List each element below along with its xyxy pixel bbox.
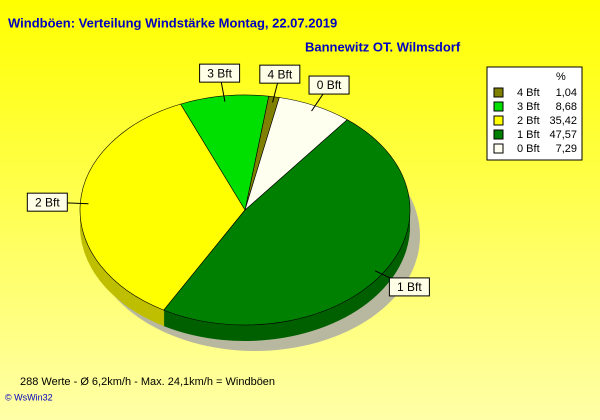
legend-swatch (493, 143, 504, 154)
slice-label: 2 Bft (35, 195, 60, 209)
legend-label: 3 Bft (517, 101, 540, 113)
legend-label: 1 Bft (517, 129, 540, 141)
legend-value: 7,29 (556, 143, 577, 155)
legend-swatch (493, 115, 504, 126)
legend-value: 35,42 (549, 115, 577, 127)
slice-label: 1 Bft (397, 280, 422, 294)
legend-title: % (556, 71, 566, 83)
label-box (26, 192, 68, 212)
legend-value: 1,04 (556, 87, 577, 99)
label-box (308, 75, 350, 95)
legend-value: 8,68 (556, 101, 577, 113)
label-box (388, 277, 430, 297)
legend-swatch (493, 87, 504, 98)
legend-swatch (493, 129, 504, 140)
slice-label: 0 Bft (317, 78, 342, 92)
legend-swatch (493, 101, 504, 112)
footer: 288 Werte - Ø 6,2km/h - Max. 24,1km/h = … (20, 376, 275, 388)
chart-subtitle: Bannewitz OT. Wilmsdorf (305, 39, 461, 54)
label-box (199, 63, 241, 83)
credit: © WsWin32 (5, 392, 53, 402)
slice-label: 4 Bft (267, 67, 292, 81)
label-box (259, 64, 301, 84)
legend-label: 4 Bft (517, 87, 540, 99)
legend-label: 0 Bft (517, 143, 540, 155)
slice-label: 3 Bft (207, 66, 232, 80)
legend-label: 2 Bft (517, 115, 540, 127)
chart-title: Windböen: Verteilung Windstärke Montag, … (8, 15, 337, 30)
legend-value: 47,57 (549, 129, 577, 141)
